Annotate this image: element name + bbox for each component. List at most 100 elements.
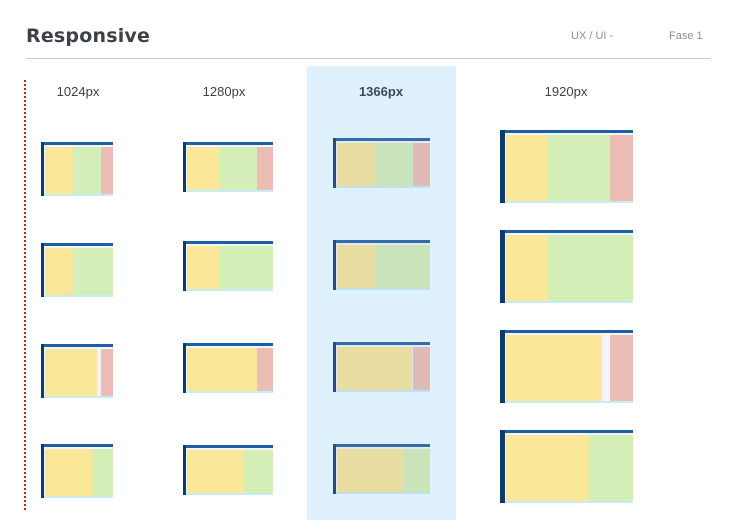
thumbnail-main-panel [244, 450, 273, 494]
thumbnail-footer [186, 391, 273, 393]
thumbnail-topbar [333, 342, 430, 345]
thumbnail-aside-panel [257, 147, 273, 191]
thumbnail-sidebar [41, 344, 44, 398]
thumbnail-sidebar [183, 343, 186, 393]
thumbnail-main-panel [220, 246, 273, 290]
phase-label: Fase 1 [669, 30, 703, 42]
page-title: Responsive [26, 25, 151, 47]
thumbnail-nav-panel [45, 147, 73, 195]
thumbnail-nav-panel [337, 449, 403, 493]
thumbnail-aside-panel [610, 335, 633, 402]
thumbnail-sidebar [500, 130, 505, 203]
thumbnail-sidebar [500, 330, 505, 403]
thumbnail-nav-panel [506, 235, 548, 302]
thumbnail-highlight-tint [333, 342, 430, 392]
thumbnail-main-panel [375, 245, 430, 289]
thumbnail-footer [44, 496, 113, 498]
thumbnail-sidebar [183, 241, 186, 291]
thumbnail-footer [505, 501, 633, 503]
header-divider [26, 58, 711, 59]
thumbnail-main-panel [548, 135, 610, 202]
layout-thumbnail [41, 444, 113, 498]
thumbnail-footer [186, 493, 273, 495]
thumbnail-footer [336, 288, 430, 290]
thumbnail-aside-panel [257, 348, 273, 392]
thumbnail-topbar [500, 430, 633, 433]
layout-thumbnail [500, 430, 633, 503]
thumbnail-nav-panel [45, 248, 73, 296]
thumbnail-footer [336, 492, 430, 494]
thumbnail-sidebar [41, 243, 44, 297]
thumbnail-highlight-tint [333, 444, 430, 494]
layout-thumbnail [183, 241, 273, 291]
thumbnail-topbar [333, 240, 430, 243]
layout-thumbnail [500, 130, 633, 203]
thumbnail-nav-panel [506, 335, 602, 402]
thumbnail-sidebar [183, 142, 186, 192]
thumbnail-topbar [333, 444, 430, 447]
breakpoint-label-1366: 1366px [358, 84, 404, 99]
layout-thumbnail [41, 344, 113, 398]
thumbnail-main-panel [73, 248, 113, 296]
thumbnail-topbar [500, 330, 633, 333]
thumbnail-sidebar [333, 138, 336, 188]
thumbnail-sidebar [333, 240, 336, 290]
thumbnail-sidebar [333, 342, 336, 392]
layout-thumbnail [183, 445, 273, 495]
thumbnail-footer [336, 390, 430, 392]
thumbnail-main-panel [93, 449, 113, 497]
thumbnail-sidebar [500, 430, 505, 503]
thumbnail-highlight-tint [333, 138, 430, 188]
thumbnail-topbar [41, 444, 113, 447]
thumbnail-nav-panel [506, 135, 548, 202]
thumbnail-topbar [41, 344, 113, 347]
thumbnail-topbar [500, 230, 633, 233]
thumbnail-nav-panel [187, 246, 220, 290]
thumbnail-footer [44, 396, 113, 398]
thumbnail-aside-panel [101, 147, 113, 195]
layout-thumbnail [333, 240, 430, 290]
thumbnail-nav-panel [187, 147, 220, 191]
thumbnail-aside-panel [413, 143, 430, 187]
layout-thumbnail [333, 138, 430, 188]
thumbnail-footer [336, 186, 430, 188]
thumbnail-sidebar [333, 444, 336, 494]
layout-thumbnail [500, 230, 633, 303]
thumbnail-main-panel [548, 235, 633, 302]
layout-thumbnail [183, 343, 273, 393]
thumbnail-sidebar [183, 445, 186, 495]
thumbnail-main-panel [375, 143, 413, 187]
layout-thumbnail [41, 142, 113, 196]
thumbnail-main-panel [589, 435, 633, 502]
thumbnail-nav-panel [337, 245, 375, 289]
thumbnail-highlight-tint [333, 240, 430, 290]
layout-thumbnail [183, 142, 273, 192]
thumbnail-topbar [333, 138, 430, 141]
breakpoint-guide-line [24, 80, 26, 510]
layout-thumbnail [41, 243, 113, 297]
layout-thumbnail [333, 342, 430, 392]
thumbnail-footer [44, 194, 113, 196]
thumbnail-aside-panel [101, 349, 113, 397]
thumbnail-nav-panel [187, 450, 244, 494]
layout-thumbnail [500, 330, 633, 403]
thumbnail-aside-panel [413, 347, 430, 391]
thumbnail-sidebar [500, 230, 505, 303]
thumbnail-nav-panel [45, 349, 97, 397]
thumbnail-sidebar [41, 142, 44, 196]
thumbnail-footer [186, 289, 273, 291]
breakpoint-label-1280: 1280px [202, 84, 246, 99]
section-label: UX / UI - [571, 30, 614, 42]
thumbnail-topbar [41, 243, 113, 246]
thumbnail-topbar [183, 142, 273, 145]
thumbnail-footer [505, 401, 633, 403]
thumbnail-nav-panel [337, 347, 412, 391]
breakpoint-label-1920: 1920px [544, 84, 588, 99]
thumbnail-nav-panel [337, 143, 375, 187]
thumbnail-topbar [183, 241, 273, 244]
breakpoint-label-1024: 1024px [56, 84, 100, 99]
thumbnail-nav-panel [506, 435, 589, 502]
thumbnail-aside-panel [610, 135, 633, 202]
thumbnail-topbar [41, 142, 113, 145]
thumbnail-topbar [183, 343, 273, 346]
